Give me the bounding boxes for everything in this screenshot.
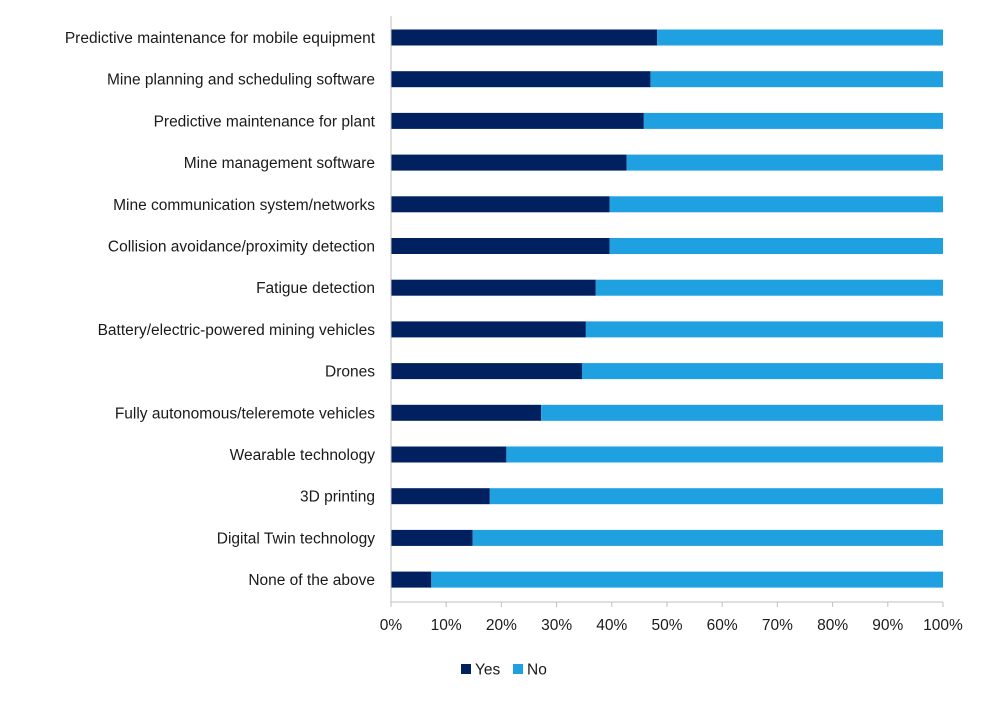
x-tick-label: 50% [651, 617, 682, 634]
category-label: Predictive maintenance for mobile equipm… [65, 30, 376, 47]
category-label: Predictive maintenance for plant [154, 113, 376, 130]
x-tick-label: 0% [380, 617, 403, 634]
bar-no-9 [581, 363, 943, 380]
legend-swatch-no [513, 664, 523, 674]
bar-yes-8 [391, 321, 586, 338]
legend: Yes No [461, 662, 547, 679]
bar-yes-1 [391, 29, 658, 46]
category-label: Drones [325, 364, 375, 381]
x-axis: 0% 10% 20% 30% 40% 50% 60% 70% 80% 90% 100% [380, 16, 963, 634]
bar-yes-3 [391, 112, 644, 129]
category-label: Fully autonomous/teleremote vehicles [115, 405, 375, 422]
bars-layer [391, 29, 943, 588]
bar-yes-11 [391, 446, 507, 463]
x-tick-label: 30% [541, 617, 572, 634]
bar-no-11 [506, 446, 943, 463]
legend-label-yes: Yes [475, 662, 501, 679]
x-tick-label: 70% [762, 617, 793, 634]
bar-no-4 [626, 154, 943, 171]
bar-no-6 [609, 238, 943, 254]
x-tick-label: 40% [596, 617, 627, 634]
bar-no-8 [585, 321, 943, 338]
bar-yes-2 [391, 71, 651, 88]
category-label: Collision avoidance/proximity detection [108, 239, 375, 256]
category-label: Mine management software [184, 155, 375, 172]
category-label: Mine planning and scheduling software [107, 72, 375, 89]
bar-yes-13 [391, 529, 473, 546]
x-tick-label: 60% [707, 617, 738, 634]
bar-yes-12 [391, 488, 490, 505]
x-tick-label: 10% [431, 617, 462, 634]
bar-yes-10 [391, 404, 542, 421]
x-tick-label: 20% [486, 617, 517, 634]
category-label: Mine communication system/networks [113, 197, 375, 214]
bar-yes-6 [391, 238, 610, 254]
x-tick-label: 100% [923, 617, 963, 634]
bar-no-7 [595, 279, 943, 296]
category-label: Digital Twin technology [217, 530, 375, 547]
category-label: Fatigue detection [256, 280, 375, 297]
legend-label-no: No [527, 662, 547, 679]
bar-no-1 [657, 29, 943, 46]
bar-yes-5 [391, 196, 610, 213]
category-label: None of the above [248, 572, 375, 589]
legend-swatch-yes [461, 664, 471, 674]
x-tick-label: 80% [817, 617, 848, 634]
bar-no-2 [650, 71, 943, 88]
bar-no-12 [489, 488, 943, 505]
category-label: Wearable technology [230, 447, 376, 464]
bar-no-3 [643, 112, 943, 129]
bar-no-5 [609, 196, 943, 213]
bar-yes-14 [391, 571, 432, 588]
category-label: 3D printing [300, 489, 375, 506]
x-tick-label: 90% [872, 617, 903, 634]
category-labels: Predictive maintenance for mobile equipm… [65, 30, 376, 589]
bar-no-14 [431, 571, 943, 588]
bar-no-10 [541, 404, 943, 421]
bar-yes-7 [391, 279, 596, 296]
bar-no-13 [472, 529, 943, 546]
bar-yes-9 [391, 363, 582, 380]
category-label: Battery/electric-powered mining vehicles [98, 322, 376, 339]
bar-yes-4 [391, 154, 627, 171]
